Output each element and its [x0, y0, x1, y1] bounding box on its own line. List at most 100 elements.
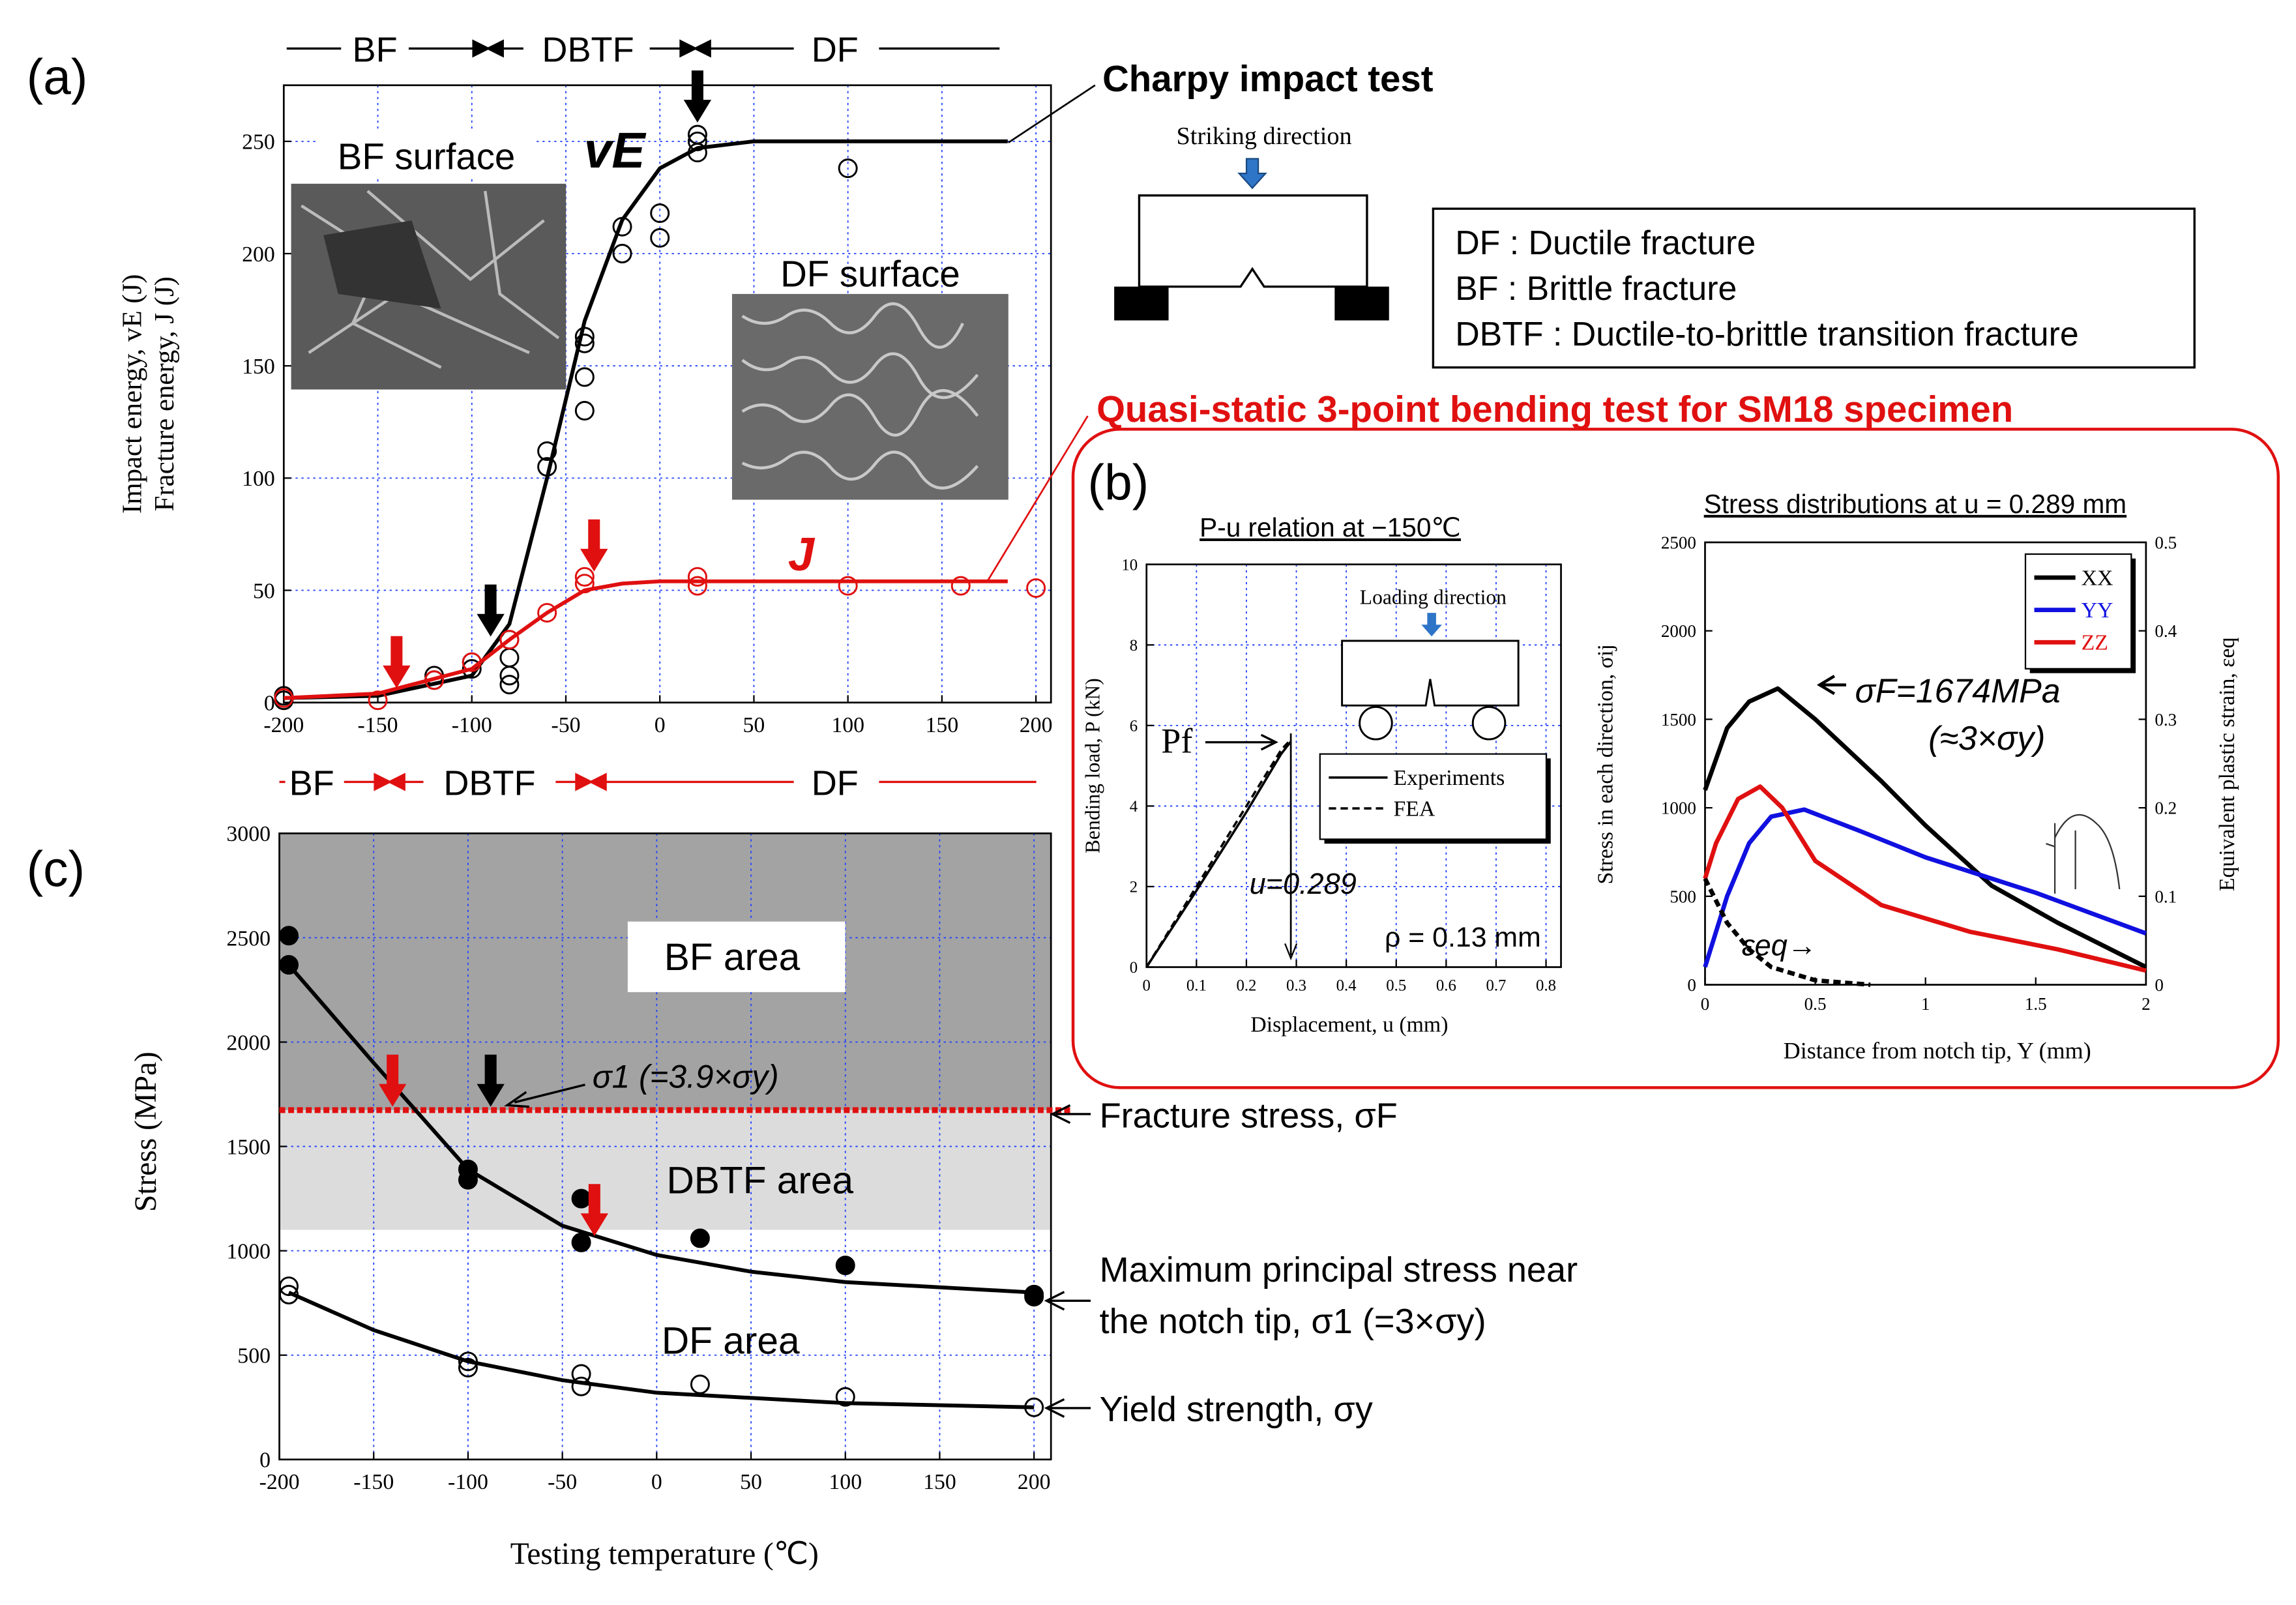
- annotation: σF=1674MPa: [1855, 672, 2060, 710]
- panel-frame: [1071, 428, 2280, 1089]
- data-point: [571, 1188, 591, 1209]
- transition-arrow: [383, 636, 411, 688]
- transition-arrow: [477, 584, 505, 637]
- y-tick-label: 10: [1121, 556, 1138, 574]
- diagram-label: Loading direction: [1360, 586, 1507, 609]
- annotation: the notch tip, σ1 (=3×σy): [1100, 1302, 1486, 1341]
- label-background: [627, 921, 846, 992]
- legend-label: XX: [2082, 566, 2113, 590]
- data-point: [279, 926, 299, 946]
- x-axis-label: Distance from notch tip, Y (mm): [1784, 1037, 2091, 1063]
- leader-line: [987, 415, 1089, 582]
- support: [1471, 705, 1507, 741]
- band-label: DF area: [662, 1319, 800, 1362]
- annotation: ρ = 0.13 mm: [1385, 922, 1541, 953]
- x-tick-label: 50: [743, 713, 765, 737]
- series-line: [1703, 807, 2147, 968]
- annotation-arrow: [1044, 1291, 1091, 1311]
- overlay: BF area DBTF area DF area σ1 (=3.9×σy): [504, 921, 853, 1362]
- y-tick-label: 8: [1130, 637, 1138, 655]
- data-point: [612, 244, 632, 264]
- zone-arrow: [692, 39, 711, 58]
- y-tick-label: 1500: [226, 1135, 271, 1159]
- legend-label: ZZ: [2082, 631, 2108, 655]
- zone-arrow: [472, 39, 491, 58]
- data-point: [279, 1276, 299, 1297]
- zone-arrow: [387, 773, 405, 791]
- y-tick-label: 150: [242, 355, 275, 379]
- zone-label: DBTF: [443, 764, 535, 803]
- y-tick-label: 50: [253, 579, 275, 603]
- y-tick-label: 0: [259, 1449, 271, 1473]
- y2-tick-label: 0: [2155, 975, 2164, 995]
- data-point: [950, 576, 971, 596]
- specimen: [1138, 194, 1368, 288]
- y-axis-label: Bending load, P (kN): [1082, 678, 1104, 853]
- sem-image: [291, 183, 567, 390]
- zone-arrow: [588, 773, 607, 791]
- transition-arrow: [683, 70, 712, 123]
- data-point: [650, 203, 670, 224]
- x-tick-label: 2: [2141, 994, 2151, 1014]
- y-tick-label: 1000: [226, 1239, 271, 1263]
- y-tick-label: 3000: [226, 822, 271, 846]
- band-label: BF area: [664, 936, 801, 979]
- band-label: DBTF area: [666, 1160, 853, 1202]
- chart-title: Stress distributions at u = 0.289 mm: [1704, 489, 2127, 519]
- key-box: [1432, 207, 2196, 369]
- zone-band: [279, 1230, 1052, 1460]
- x-tick-label: -200: [263, 713, 304, 737]
- y-tick-label: 0: [1130, 959, 1138, 977]
- x-tick-label: 200: [1018, 1470, 1051, 1494]
- x-tick-label: -50: [548, 1470, 577, 1494]
- series-line: [1703, 784, 2147, 973]
- y-tick-label: 4: [1130, 798, 1138, 816]
- x-tick-label: 0.3: [1286, 977, 1306, 995]
- y-axis-label: Impact energy, vE (J): [117, 274, 148, 513]
- x-tick-label: 0: [655, 713, 666, 737]
- data-point: [574, 367, 595, 387]
- zone-label: DF: [812, 31, 859, 70]
- plot-frame: [278, 832, 1052, 1461]
- y-tick-label: 500: [1670, 887, 1696, 906]
- x-tick-label: 0.4: [1336, 977, 1357, 995]
- y-axis-label: Stress (MPa): [129, 1052, 163, 1212]
- data-point: [687, 576, 707, 596]
- y2-tick-label: 0.2: [2155, 799, 2177, 818]
- y-tick-label: 1000: [1661, 799, 1696, 818]
- x-tick-label: 0.5: [1804, 994, 1827, 1014]
- x-tick-label: 0: [1143, 977, 1151, 995]
- support: [1334, 286, 1389, 321]
- data-point: [1024, 1284, 1044, 1304]
- x-tick-label: -100: [452, 713, 492, 737]
- y-tick-label: 6: [1130, 718, 1138, 735]
- x-tick-label: 1: [1921, 994, 1930, 1014]
- x-tick-label: -150: [353, 1470, 394, 1494]
- x-tick-label: 100: [831, 713, 864, 737]
- data-point: [368, 690, 388, 711]
- y-tick-label: 2000: [1661, 621, 1696, 641]
- transition-arrow: [379, 1054, 407, 1107]
- y2-tick-label: 0.5: [2155, 533, 2177, 552]
- key-entry: BF : Brittle fracture: [1455, 269, 1737, 307]
- y-tick-label: 500: [237, 1344, 271, 1368]
- zone-label: DBTF: [542, 31, 634, 70]
- data-point: [687, 125, 707, 145]
- x-tick-label: 150: [926, 713, 959, 737]
- x-tick-label: 50: [740, 1470, 762, 1494]
- legend-label: FEA: [1394, 797, 1435, 821]
- upper-zone-band: [286, 39, 1000, 58]
- data-point: [838, 576, 858, 596]
- texture: [323, 220, 441, 309]
- transition-arrow: [580, 1184, 609, 1237]
- x-tick-label: 100: [829, 1470, 862, 1494]
- series-line: [1703, 686, 2147, 969]
- x-tick-label: 0.2: [1236, 977, 1256, 995]
- direction-arrow: [1237, 158, 1267, 190]
- diagram-label: Striking direction: [1177, 123, 1352, 150]
- y-tick-label: 100: [242, 467, 275, 491]
- x-tick-label: 0.6: [1436, 977, 1456, 995]
- leader-line: [1008, 84, 1096, 143]
- support: [1114, 286, 1169, 321]
- inset-sketch: [2046, 814, 2121, 894]
